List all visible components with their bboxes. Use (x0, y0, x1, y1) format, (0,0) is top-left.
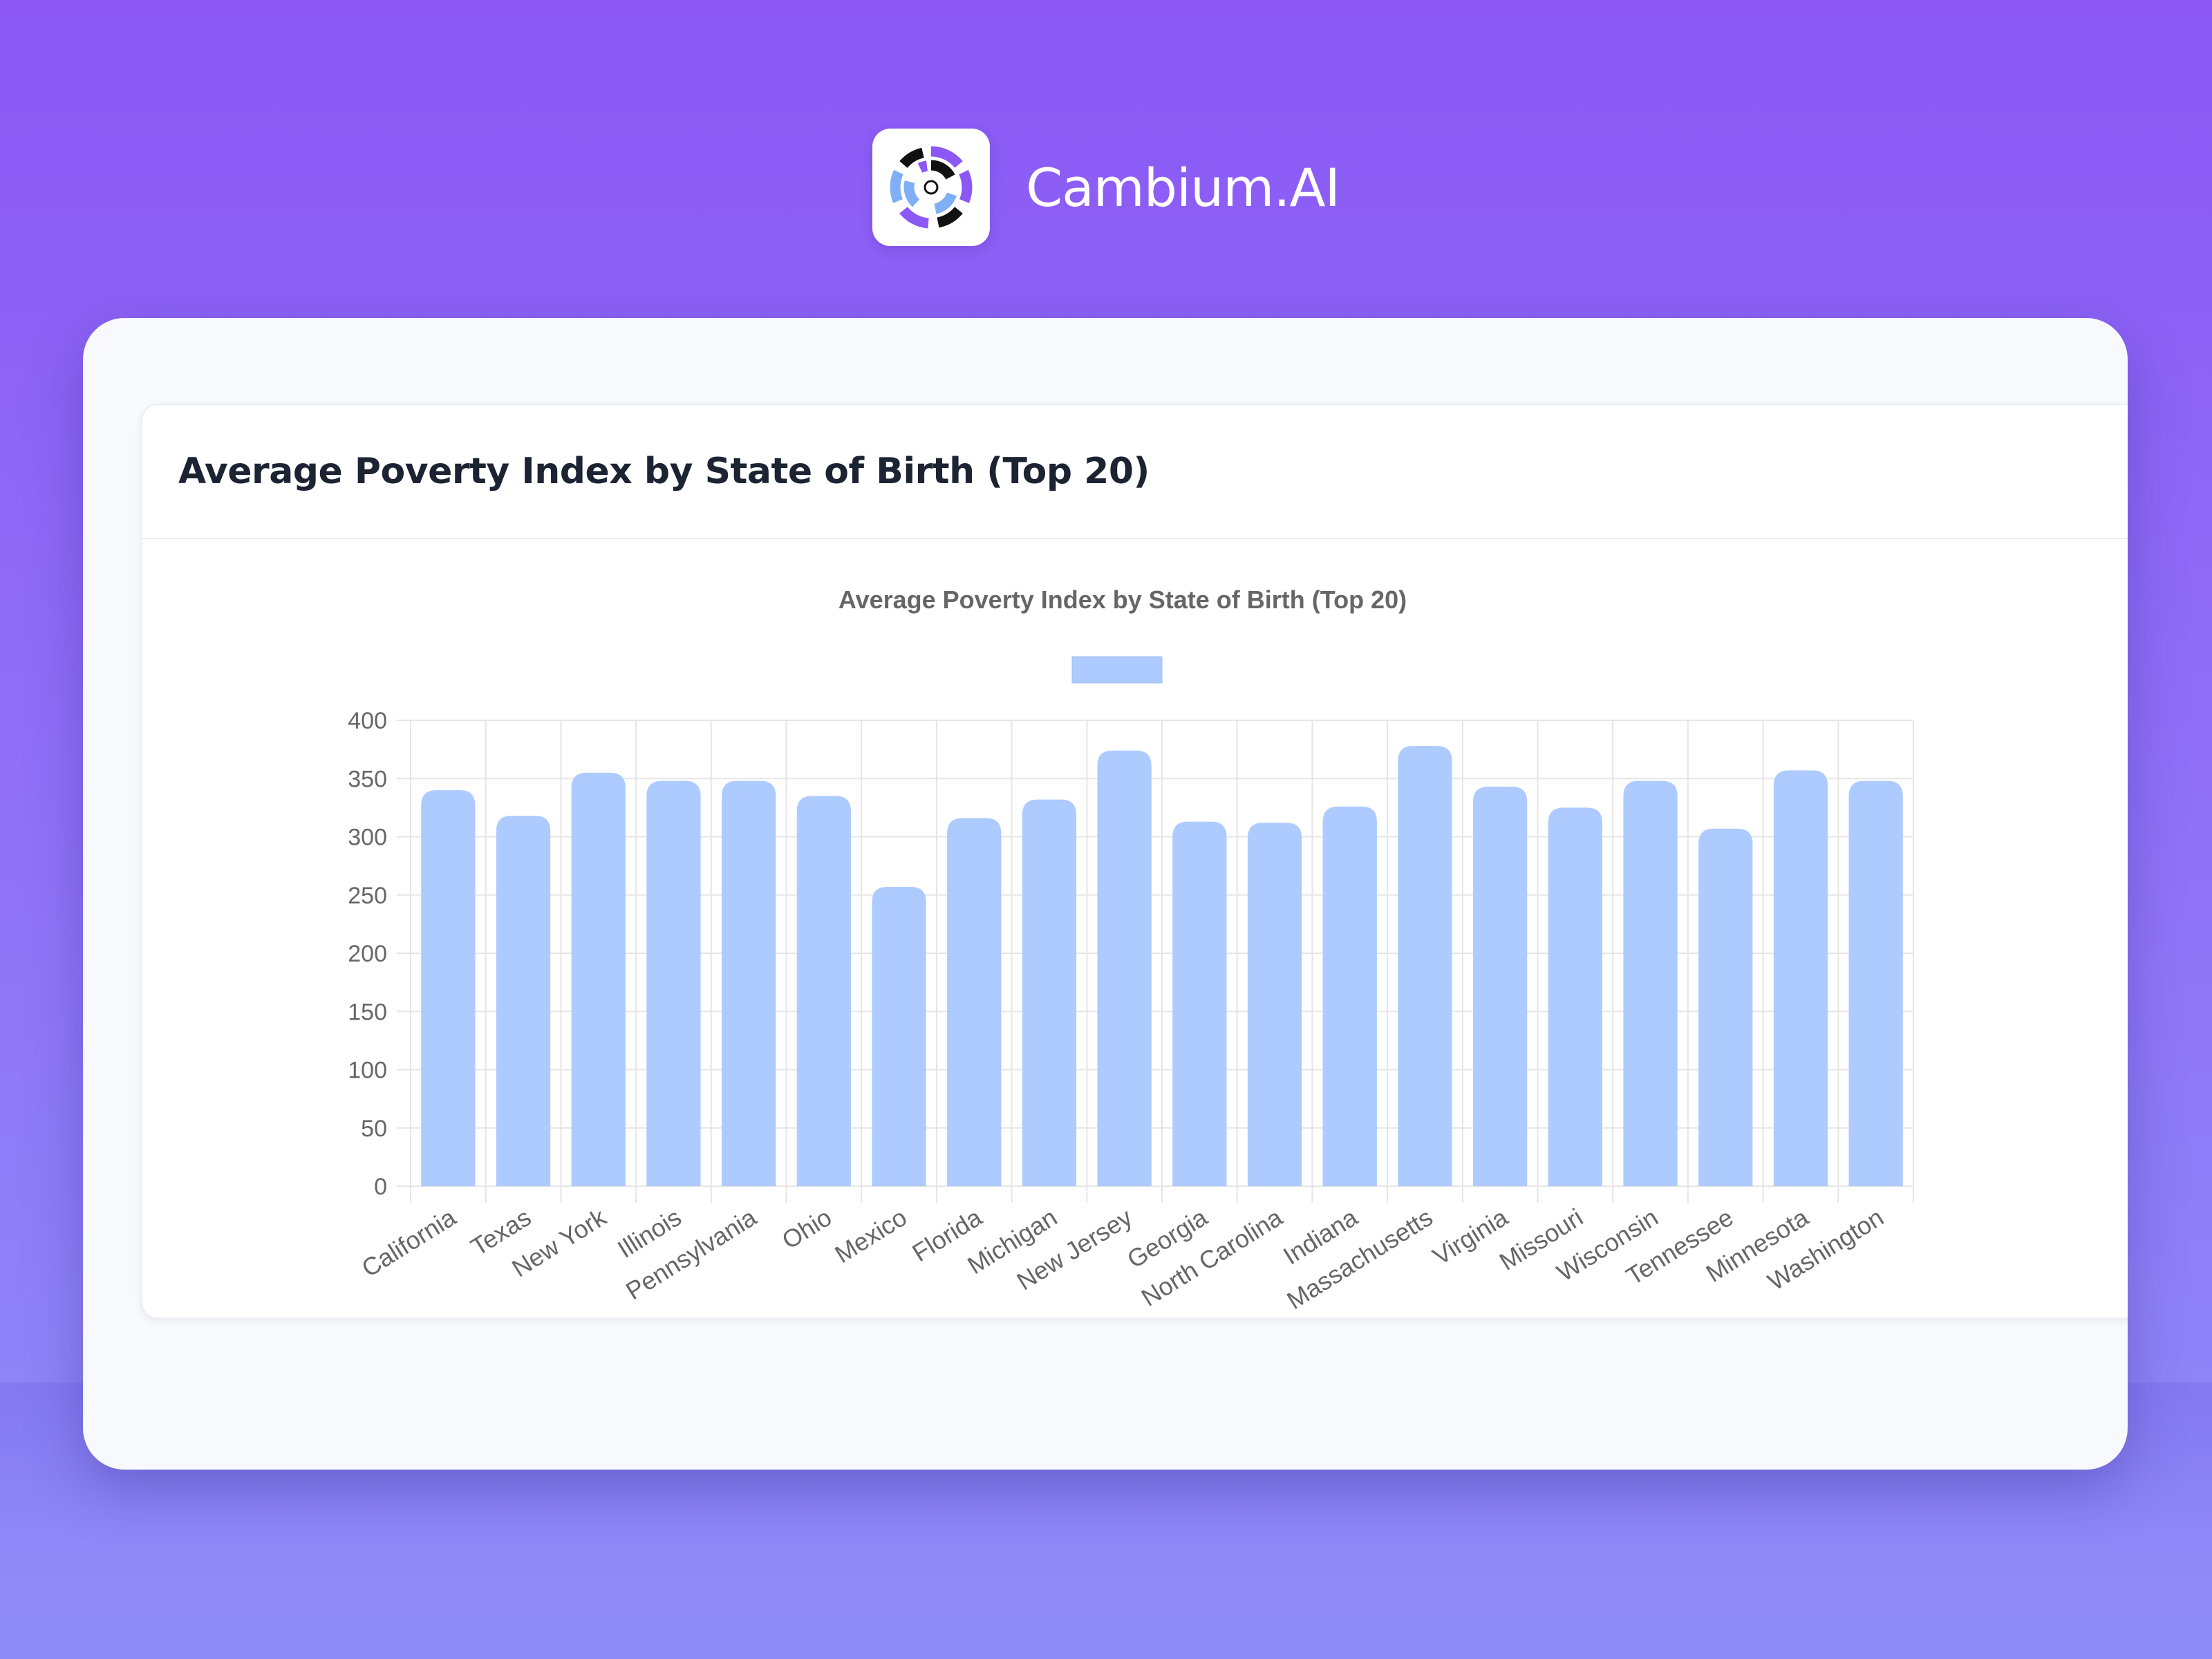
bar[interactable] (1022, 799, 1077, 1186)
bar[interactable] (872, 886, 926, 1186)
chart-card: Average Poverty Index by State of Birth … (141, 404, 2128, 1319)
y-tick-label: 150 (348, 999, 387, 1025)
bar[interactable] (1623, 780, 1678, 1186)
bar-chart: Average Poverty Index by State of Birth … (348, 585, 1914, 1315)
bar[interactable] (1097, 750, 1152, 1186)
legend-swatch[interactable] (1071, 656, 1163, 684)
bar[interactable] (1698, 828, 1753, 1186)
y-tick-label: 200 (348, 941, 387, 967)
y-tick-label: 400 (348, 708, 387, 734)
card-title: Average Poverty Index by State of Birth … (178, 451, 1150, 492)
cambium-logo-icon (872, 129, 991, 246)
bar[interactable] (722, 780, 776, 1186)
chart-container: Average Poverty Index by State of Birth … (142, 539, 2128, 1316)
y-tick-label: 100 (348, 1058, 387, 1084)
bar[interactable] (947, 818, 1002, 1186)
x-tick-label: Mexico (830, 1203, 911, 1268)
bar[interactable] (1848, 780, 1903, 1186)
y-tick-label: 350 (348, 766, 387, 792)
bar[interactable] (1773, 770, 1828, 1186)
outer-card: Average Poverty Index by State of Birth … (83, 318, 2128, 1470)
bar[interactable] (1473, 787, 1528, 1186)
y-tick-label: 300 (348, 825, 387, 851)
bar[interactable] (1548, 807, 1602, 1186)
bar[interactable] (1172, 821, 1227, 1186)
y-tick-label: 250 (348, 883, 387, 909)
y-tick-label: 0 (374, 1174, 387, 1200)
y-tick-label: 50 (361, 1116, 387, 1142)
bar[interactable] (571, 772, 626, 1186)
card-header: Average Poverty Index by State of Birth … (142, 405, 2128, 539)
bar[interactable] (1322, 806, 1377, 1186)
bar[interactable] (421, 790, 476, 1186)
brand-name: Cambium.AI (1026, 156, 1340, 218)
brand-header: Cambium.AI (0, 129, 2212, 246)
x-tick-label: California (357, 1203, 462, 1283)
bar[interactable] (646, 780, 701, 1186)
bar[interactable] (496, 816, 551, 1186)
bar[interactable] (796, 796, 851, 1186)
logo-mark (890, 146, 973, 229)
bar[interactable] (1247, 823, 1302, 1186)
chart-title: Average Poverty Index by State of Birth … (838, 585, 1407, 614)
bar[interactable] (1398, 746, 1452, 1186)
x-tick-label: Ohio (777, 1203, 836, 1255)
